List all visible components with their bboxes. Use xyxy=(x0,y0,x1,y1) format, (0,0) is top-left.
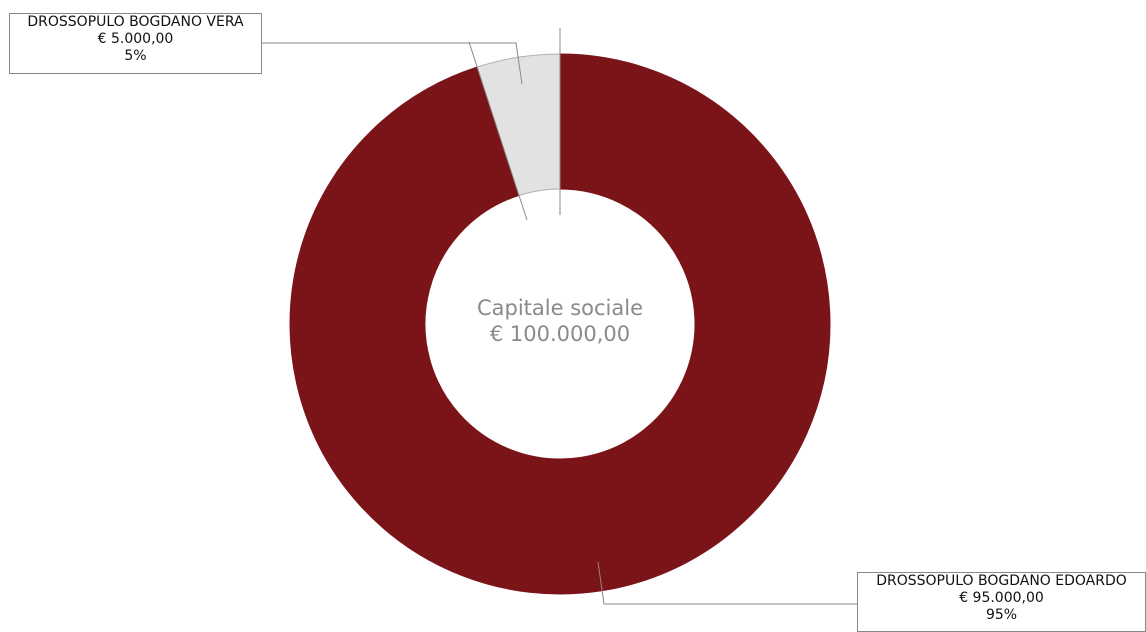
slice-label-amount: € 95.000,00 xyxy=(959,590,1044,606)
slice-separator-line xyxy=(468,41,528,221)
slice-label-vera: DROSSOPULO BOGDANO VERA € 5.000,00 5% xyxy=(9,13,262,74)
slice-label-edoardo: DROSSOPULO BOGDANO EDOARDO € 95.000,00 9… xyxy=(857,572,1146,632)
slice-label-amount: € 5.000,00 xyxy=(97,31,174,47)
slice-label-percent: 5% xyxy=(124,48,147,64)
slice-edoardo xyxy=(289,53,831,595)
slice-label-name: DROSSOPULO BOGDANO EDOARDO xyxy=(876,573,1127,589)
donut-center-label: Capitale sociale € 100.000,00 xyxy=(420,295,700,347)
center-label-title: Capitale sociale xyxy=(476,296,644,320)
slice-label-percent: 95% xyxy=(985,607,1018,623)
leader-line-edoardo xyxy=(597,561,857,605)
leader-lines xyxy=(262,28,857,605)
center-label-total: € 100.000,00 xyxy=(489,322,631,346)
leader-line-vera xyxy=(262,42,523,85)
slice-label-name: DROSSOPULO BOGDANO VERA xyxy=(27,14,244,30)
donut-slices xyxy=(289,53,831,595)
